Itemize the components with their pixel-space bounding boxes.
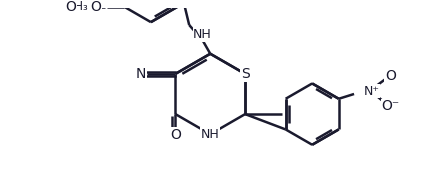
- Text: N⁺: N⁺: [364, 85, 380, 98]
- Text: O: O: [170, 128, 181, 142]
- Text: S: S: [241, 67, 249, 81]
- Text: N: N: [136, 67, 146, 81]
- Text: NH: NH: [193, 28, 212, 41]
- Text: O: O: [385, 69, 396, 83]
- Text: O: O: [90, 0, 101, 14]
- Text: O⁻: O⁻: [381, 100, 400, 113]
- Text: NH: NH: [201, 128, 220, 141]
- Text: O: O: [65, 0, 77, 14]
- Text: CH₃: CH₃: [67, 0, 89, 13]
